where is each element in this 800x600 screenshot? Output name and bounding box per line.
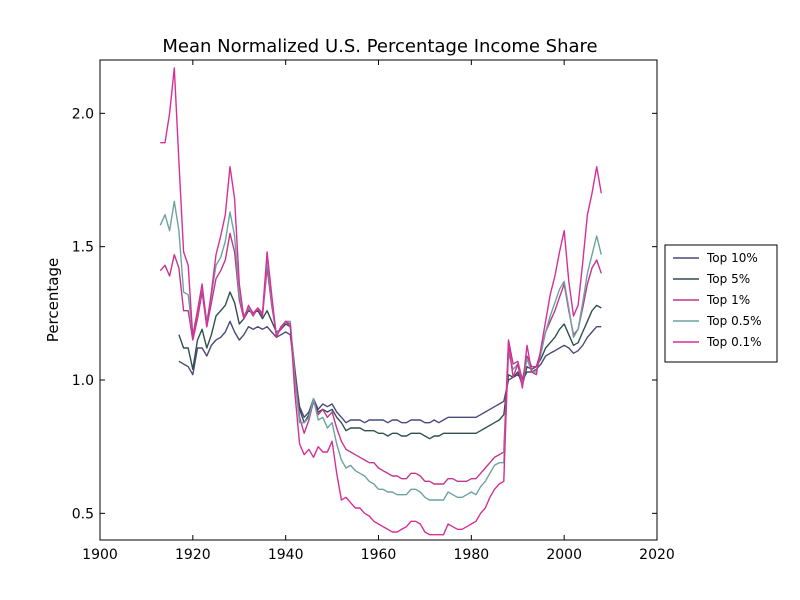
- chart-title: Mean Normalized U.S. Percentage Income S…: [162, 36, 597, 57]
- series-line-1: [178, 320, 602, 424]
- x-tick-label: 1980: [454, 547, 490, 563]
- legend-label: Top 5%: [706, 272, 750, 286]
- y-tick-label: 0.5: [72, 506, 94, 522]
- legend-label: Top 0.5%: [706, 314, 762, 328]
- y-tick-label: 1.0: [72, 373, 94, 389]
- series-lines: [159, 67, 602, 536]
- plot-frame: [99, 59, 658, 541]
- series-line-5: [160, 67, 602, 536]
- x-tick-label: 1920: [175, 547, 211, 563]
- legend: Top 10% Top 5% Top 1% Top 0.5% Top 0.1%: [664, 244, 778, 363]
- x-tick-label: 1940: [268, 547, 304, 563]
- x-tick-label: 2020: [639, 547, 675, 563]
- legend-label: Top 0.1%: [706, 335, 762, 349]
- y-axis-label: Percentage: [44, 258, 62, 342]
- x-tick-label: 2000: [546, 547, 582, 563]
- y-tick-label: 1.5: [72, 240, 94, 256]
- legend-label: Top 1%: [706, 293, 750, 307]
- x-tick-label: 1900: [82, 547, 118, 563]
- axis-ticks: 1900 1920 1940 1960 1980 2000 2020 0.5 1.0 1.5 2.0: [72, 60, 675, 563]
- x-tick-label: 1960: [361, 547, 397, 563]
- legend-label: Top 10%: [706, 251, 758, 265]
- y-tick-label: 2.0: [72, 106, 94, 122]
- series-line-4: [159, 200, 602, 501]
- series-line-3: [159, 232, 602, 485]
